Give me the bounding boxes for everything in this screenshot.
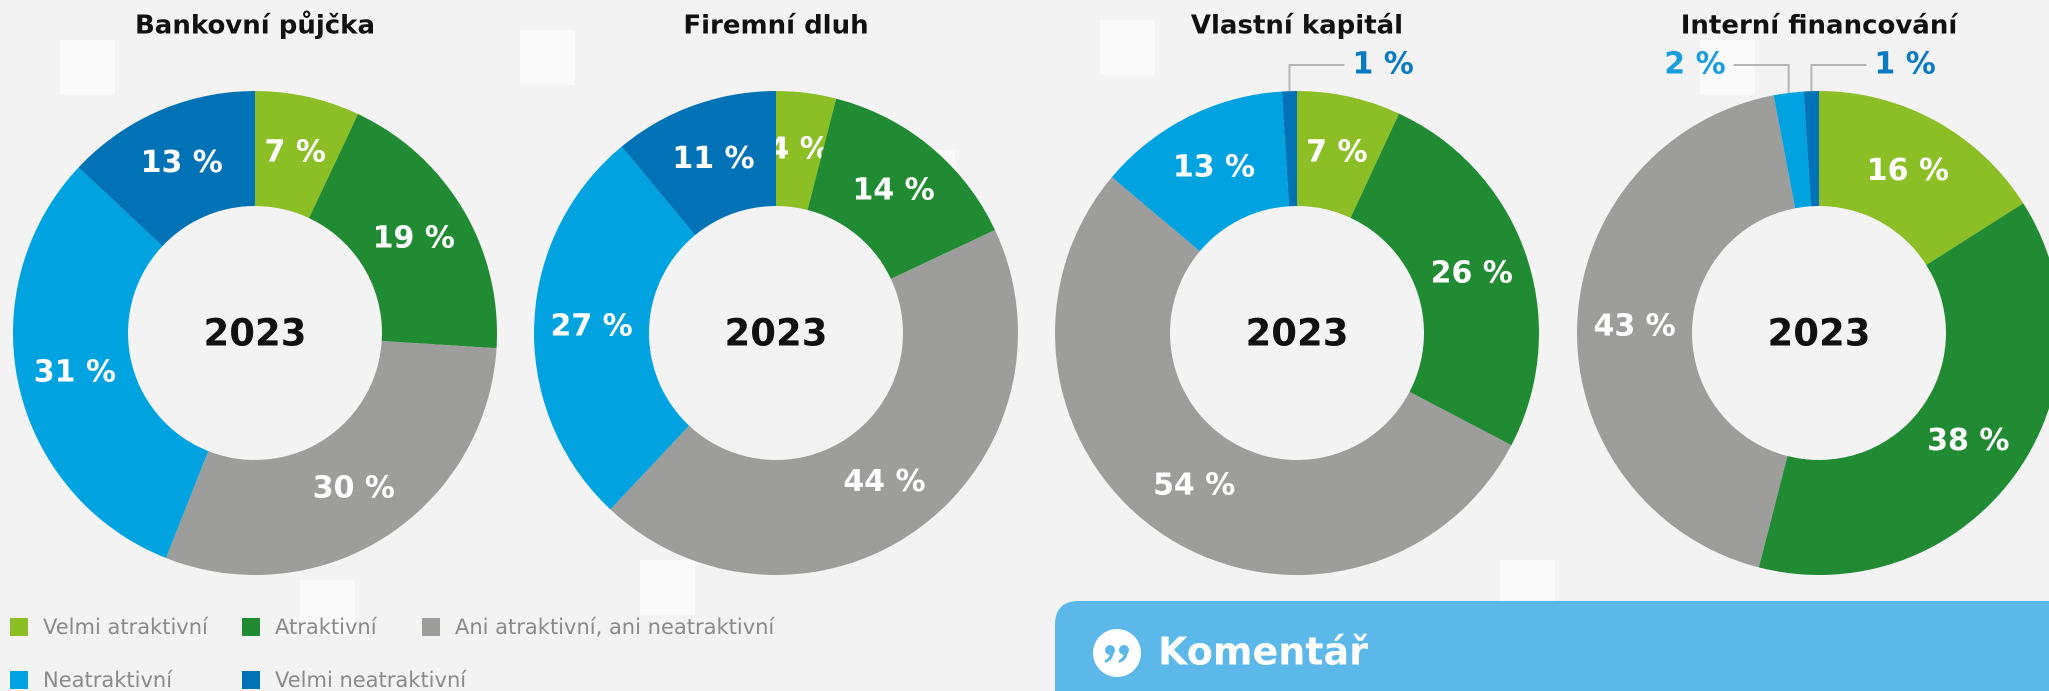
quote-icon	[1093, 629, 1141, 677]
donut-slice	[309, 114, 497, 349]
donut-slice	[1577, 95, 1796, 568]
legend-label: Atraktivní	[275, 615, 378, 639]
donut-slice	[1297, 91, 1400, 218]
data-label: 4 %	[768, 131, 829, 166]
donut-slice	[1281, 91, 1297, 207]
data-label: 38 %	[1927, 423, 2009, 458]
comment-panel	[1055, 601, 2049, 691]
data-label: 14 %	[852, 172, 934, 207]
chart-title: Bankovní půjčka	[135, 10, 375, 41]
donut-slice	[621, 91, 776, 236]
legend-swatch	[10, 671, 28, 689]
leader-line	[1810, 64, 1867, 92]
legend-label: Neatraktivní	[43, 668, 173, 691]
data-label: 1 %	[1352, 47, 1413, 82]
chart-title: Vlastní kapitál	[1191, 11, 1403, 41]
data-label: 1 %	[1874, 47, 1935, 82]
donut-chart: Vlastní kapitál 7 % 26 % 54 % 13 % 1 % 2023	[1054, 11, 1540, 576]
data-label: 11 %	[672, 141, 754, 176]
data-label: 13 %	[141, 145, 223, 180]
legend-swatch	[242, 618, 260, 636]
data-label: 26 %	[1431, 255, 1513, 290]
donut-slice	[807, 98, 995, 279]
data-label: 43 %	[1593, 309, 1675, 344]
center-label: 2023	[1768, 312, 1871, 355]
data-label: 54 %	[1153, 468, 1235, 503]
donut-chart: Firemní dluh 4 % 14 % 44 % 27 % 11 % 2023	[534, 11, 1018, 575]
legend-swatch	[242, 671, 260, 689]
chart-title: Firemní dluh	[683, 11, 868, 41]
data-label: 7 %	[265, 134, 326, 169]
legend-swatch	[10, 618, 28, 636]
donut-slice	[534, 146, 696, 510]
donut-slice	[1758, 203, 2049, 575]
donut-chart: Bankovní půjčka 7 % 19 % 30 % 31 % 13 % 2023	[12, 10, 497, 575]
data-label: 13 %	[1173, 150, 1255, 185]
comment-box: Komentář	[1055, 601, 2049, 691]
legend-label: Velmi atraktivní	[43, 615, 209, 639]
legend-label: Ani atraktivní, ani neatraktivní	[455, 615, 775, 639]
donut-slice	[255, 91, 359, 219]
donut-slice	[776, 91, 837, 210]
donut-slice	[1111, 91, 1290, 252]
donut-slice	[1054, 177, 1512, 576]
donut-slice	[1803, 91, 1819, 207]
chart-title: Interní financování	[1681, 11, 1960, 41]
leader-line	[1733, 64, 1790, 93]
data-label: 27 %	[550, 309, 632, 344]
data-label: 30 %	[313, 470, 395, 505]
donut-slice	[1819, 91, 2024, 265]
data-label: 44 %	[843, 464, 925, 499]
donut-slice	[1773, 91, 1812, 209]
donut-slice	[610, 229, 1018, 575]
data-label: 19 %	[373, 221, 455, 256]
data-label: 31 %	[34, 355, 116, 390]
comment-title: Komentář	[1158, 630, 1368, 674]
legend-label: Velmi neatraktivní	[275, 668, 467, 691]
leader-line	[1288, 64, 1345, 92]
data-label: 2 %	[1664, 47, 1725, 82]
donut-chart: Interní financování 16 % 38 % 43 % 2 % 1 % 202…	[1577, 11, 2049, 575]
donut-slice	[165, 340, 497, 575]
data-label: 7 %	[1306, 134, 1367, 169]
donut-slice	[12, 167, 209, 559]
donut-slice	[78, 91, 255, 247]
data-label: 16 %	[1867, 153, 1949, 188]
center-label: 2023	[725, 312, 828, 355]
legend-swatch	[422, 618, 440, 636]
donut-slice	[1350, 113, 1540, 446]
legend: Velmi atraktivní Atraktivní Ani atraktivní…	[10, 615, 775, 691]
center-label: 2023	[204, 312, 307, 355]
quote-glyph	[1105, 645, 1129, 663]
center-label: 2023	[1246, 312, 1349, 355]
